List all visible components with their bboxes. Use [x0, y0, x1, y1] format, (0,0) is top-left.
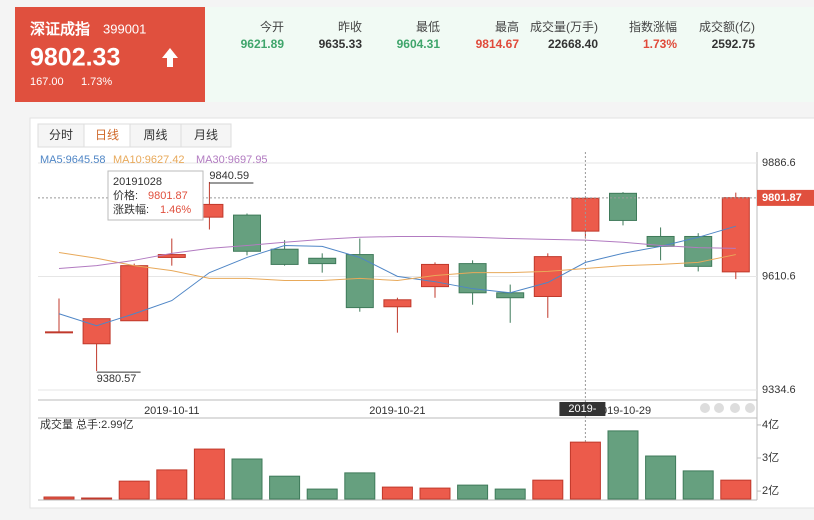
- candle-body: [458, 263, 487, 294]
- y-tick-label: 2亿: [762, 484, 779, 497]
- stat-label: 最高: [495, 19, 519, 34]
- candle-body: [533, 256, 562, 297]
- zoom-out[interactable]: [745, 403, 755, 413]
- volume-bar: [344, 472, 376, 500]
- stat-value: 22668.40: [548, 37, 598, 51]
- tooltip-date: 20191028: [113, 176, 162, 188]
- plot: 9886.6 9610.6 9334.6 2019-10-11 2019-10-21 20…: [38, 152, 814, 500]
- tab-label[interactable]: 分时: [49, 128, 73, 142]
- candle-body: [308, 257, 337, 265]
- stats-box: [205, 7, 814, 102]
- ma-line: [58, 235, 736, 270]
- stat-value: 2592.75: [712, 37, 756, 51]
- volume-bar: [607, 430, 639, 500]
- volume-bar: [720, 479, 752, 500]
- stat-label: 指数涨幅: [629, 19, 677, 34]
- zoom-in[interactable]: [730, 403, 740, 413]
- index-change: 167.00: [30, 76, 64, 88]
- zoom-controls[interactable]: [700, 403, 755, 413]
- volume-bar: [193, 448, 225, 500]
- legend-entry: MA10:9627.42: [113, 154, 185, 166]
- volume-bar: [457, 484, 489, 500]
- volume-bar: [569, 441, 601, 500]
- legend-entry: MA30:9697.95: [196, 154, 268, 166]
- candle-body: [684, 235, 713, 267]
- y-tick-label: 9610.6: [762, 270, 796, 282]
- volume-bar: [419, 487, 451, 500]
- candle-body: [721, 197, 750, 273]
- y-tick-label: 9886.6: [762, 157, 796, 169]
- tooltip: [107, 170, 204, 221]
- tab-label[interactable]: 周线: [143, 128, 167, 142]
- date-flag: [559, 402, 606, 416]
- stat-label: 成交量(万手): [530, 19, 598, 34]
- index-change-pct: 1.73%: [81, 76, 112, 88]
- tooltip-change-label: 涨跌幅:: [113, 202, 149, 216]
- x-tick-label: 2019-10-29: [595, 405, 651, 417]
- index-name: 深证成指: [30, 20, 90, 38]
- tooltip-price: 9801.87: [148, 190, 188, 202]
- candle-body: [571, 197, 600, 232]
- ma-line: [58, 225, 736, 327]
- candle-body: [609, 192, 637, 221]
- low-label: 9380.57: [97, 373, 137, 385]
- zoom-right[interactable]: [714, 403, 724, 413]
- stat-label: 今开: [260, 19, 284, 34]
- volume-bar: [43, 496, 75, 500]
- up-arrow: [162, 48, 178, 67]
- volume-bar: [156, 469, 188, 500]
- legend-entry: MA5:9645.58: [40, 154, 105, 166]
- candle-body: [45, 331, 73, 334]
- tab[interactable]: [180, 123, 232, 148]
- tooltip-price-label: 价格:: [113, 188, 138, 202]
- y-tick-label: 3亿: [762, 451, 779, 464]
- stat-value: 9635.33: [319, 37, 363, 51]
- stats: 今开 9621.89 昨收 9635.33 最低 9604.31 最高 9814.67 成交量(…: [241, 19, 756, 51]
- volume-bar: [118, 480, 150, 500]
- stat-label: 成交额(亿): [699, 19, 755, 34]
- stat-value: 9621.89: [241, 37, 285, 51]
- candle-body: [270, 248, 299, 265]
- volume-bar: [532, 479, 564, 500]
- volume-bar: [645, 455, 677, 500]
- volume-bar: [494, 488, 526, 500]
- tab-label[interactable]: 日线: [95, 128, 119, 142]
- tabs: 分时 日线 周线 月线: [37, 123, 232, 148]
- x-tick-label: 2019-10-11: [144, 405, 199, 417]
- date-flag-text: 2019-: [568, 403, 596, 415]
- tooltip-change: 1.46%: [160, 204, 191, 216]
- tab-label[interactable]: 月线: [194, 128, 218, 142]
- volume-bar: [682, 470, 714, 500]
- volume-bar: [306, 488, 338, 500]
- volume-title: 成交量 总手:2.99亿: [40, 417, 134, 431]
- zoom-left[interactable]: [700, 403, 710, 413]
- candle-body: [383, 299, 412, 308]
- index-code: 399001: [103, 21, 146, 36]
- candle-body: [120, 265, 149, 322]
- volume-bar: [81, 497, 113, 500]
- stat-value: 9604.31: [397, 37, 441, 51]
- stat-label: 昨收: [338, 20, 362, 34]
- y-tick-label: 4亿: [762, 418, 779, 431]
- candle-body: [345, 254, 374, 309]
- volume-bar: [269, 475, 301, 500]
- stat-value: 1.73%: [643, 37, 677, 51]
- ma-line: [58, 252, 736, 281]
- index-price: 9802.33: [30, 44, 120, 72]
- stat-value: 9814.67: [476, 37, 520, 51]
- volume-bar: [381, 486, 413, 500]
- price-flag-text: 9801.87: [762, 192, 802, 204]
- volume-bar: [231, 458, 263, 500]
- price-flag: [757, 189, 814, 206]
- candle-body: [496, 292, 525, 299]
- y-tick-label: 9334.6: [762, 384, 796, 396]
- stat-label: 最低: [416, 20, 440, 34]
- x-tick-label: 2019-10-21: [369, 405, 425, 417]
- high-label: 9840.59: [209, 170, 249, 182]
